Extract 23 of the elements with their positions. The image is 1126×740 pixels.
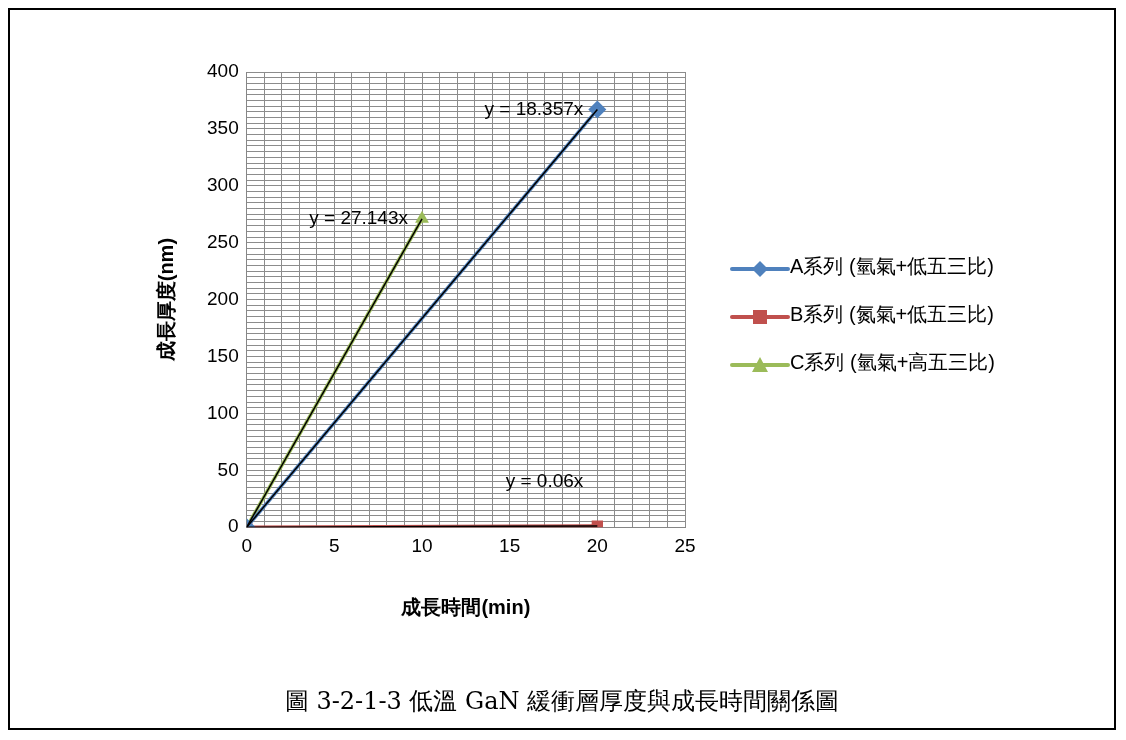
legend-label: C系列 (氫氣+高五三比): [790, 350, 996, 375]
y-tick-label: 100: [207, 401, 239, 423]
y-tick-label: 350: [207, 117, 239, 139]
x-tick-label: 25: [674, 534, 696, 556]
y-tick-label: 0: [228, 515, 239, 537]
y-tick-label: 250: [207, 230, 239, 252]
caption: 圖 3-2-1-3 低溫 GaN 緩衝層厚度與成長時間關係圖: [283, 686, 841, 717]
y-tick-label: 50: [217, 458, 239, 480]
legend-label: A系列 (氫氣+低五三比): [790, 254, 995, 279]
annotation: y = 0.06x: [505, 470, 584, 492]
annotation: y = 18.357x: [484, 97, 584, 119]
x-axis-title: 成長時間(min): [400, 595, 531, 618]
y-tick-label: 200: [207, 287, 239, 309]
annotation: y = 27.143x: [309, 207, 409, 229]
x-tick-label: 15: [499, 534, 521, 556]
x-tick-label: 5: [329, 534, 340, 556]
y-tick-label: 150: [207, 344, 239, 366]
legend-label: B系列 (氮氣+低五三比): [790, 302, 995, 327]
y-tick-label: 300: [207, 174, 239, 196]
y-axis-title: 成長厚度(nm): [154, 237, 177, 363]
x-tick-label: 20: [586, 534, 608, 556]
x-tick-label: 10: [411, 534, 433, 556]
y-tick-label: 400: [207, 60, 239, 82]
